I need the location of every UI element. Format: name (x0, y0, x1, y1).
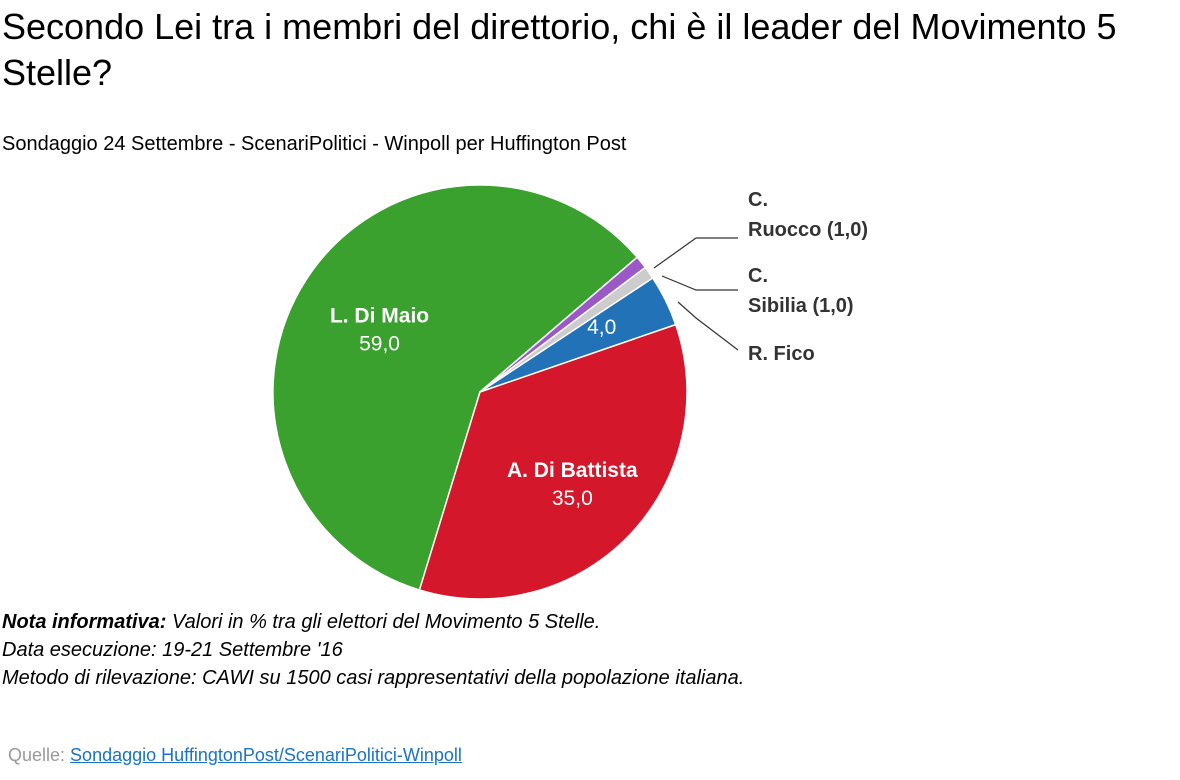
note-line-1: Nota informativa: Valori in % tra gli el… (2, 608, 744, 636)
callout-label-fico: R. Fico (748, 343, 815, 365)
note-line-2: Data esecuzione: 19-21 Settembre '16 (2, 639, 343, 661)
callout-line-fico (677, 301, 739, 351)
callout-line-sibilia (661, 275, 738, 291)
source-line: Quelle: Sondaggio HuffingtonPost/Scenari… (8, 745, 462, 766)
pie-callouts: C. Ruocco (1,0) C. Sibilia (1,0) R. Fico (653, 189, 868, 365)
callout-label-sibilia-line1: C. (748, 265, 768, 287)
callout-label-ruocco-line2: Ruocco (1,0) (748, 219, 868, 241)
note-bold-label: Nota informativa: (2, 611, 167, 633)
info-note: Nota informativa: Valori in % tra gli el… (2, 608, 744, 692)
note-line-3: Metodo di rilevazione: CAWI su 1500 casi… (2, 667, 745, 689)
slice-label-l-di-maio: L. Di Maio (330, 304, 429, 327)
pie-slice-l-di-maio (272, 184, 639, 591)
slice-value-l-di-maio: 59,0 (359, 332, 400, 355)
slice-value-a-di-battista: 35,0 (552, 487, 593, 510)
slice-value-r-fico: 4,0 (587, 316, 616, 339)
callout-line-ruocco (653, 237, 738, 269)
pie-inner-labels: L. Di Maio 59,0 4,0 A. Di Battista 35,0 (330, 304, 638, 510)
chart-subtitle: Sondaggio 24 Settembre - ScenariPolitici… (2, 133, 627, 155)
chart-title: Secondo Lei tra i membri del direttorio,… (2, 6, 1117, 93)
pie-slice-a-di-battista (418, 323, 688, 600)
source-prefix: Quelle: (8, 745, 71, 765)
pie-slices (272, 184, 688, 600)
source-link[interactable]: Sondaggio HuffingtonPost/ScenariPolitici… (70, 745, 462, 765)
slice-label-a-di-battista: A. Di Battista (507, 459, 638, 482)
callout-label-sibilia-line2: Sibilia (1,0) (748, 295, 854, 317)
callout-label-ruocco-line1: C. (748, 189, 768, 211)
note-line-1-text: Valori in % tra gli elettori del Movimen… (166, 611, 601, 633)
